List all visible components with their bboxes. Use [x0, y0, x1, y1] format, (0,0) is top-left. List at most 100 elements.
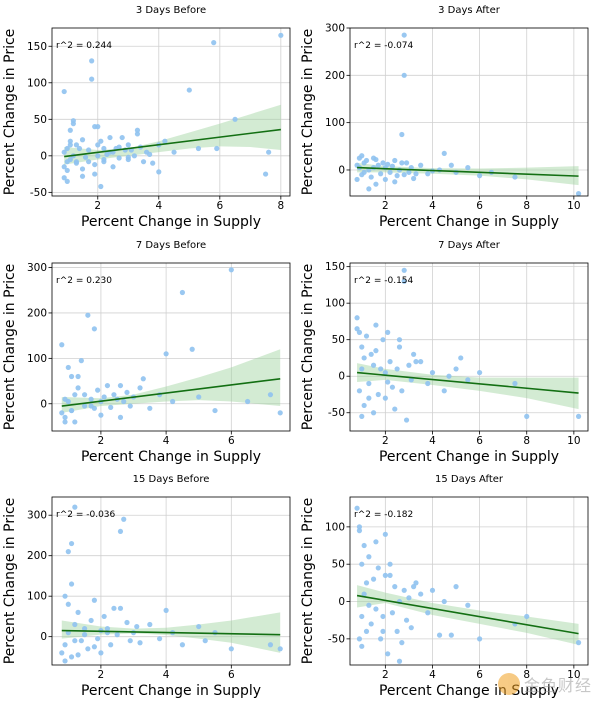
- data-point: [375, 162, 381, 168]
- data-point: [389, 163, 396, 169]
- data-point: [245, 398, 251, 405]
- y-tick-label: 0: [40, 398, 47, 410]
- data-point: [356, 524, 363, 530]
- data-point: [401, 32, 407, 38]
- data-point: [429, 369, 436, 376]
- scatter-panel-5: 2 4 6 0 100 200 300 15 Days Before Percent Chang…: [2, 474, 291, 699]
- data-point: [380, 628, 386, 635]
- data-point: [72, 621, 78, 628]
- trend-line: [357, 166, 579, 177]
- data-point: [366, 602, 372, 608]
- data-point: [401, 72, 407, 78]
- x-tick-label: 6: [228, 669, 235, 681]
- data-point: [453, 366, 459, 372]
- data-point: [91, 644, 97, 650]
- data-point: [72, 392, 78, 398]
- data-point: [524, 413, 530, 419]
- data-point: [418, 359, 424, 365]
- data-point: [79, 173, 86, 179]
- trend-line: [61, 377, 281, 407]
- data-point: [392, 406, 398, 412]
- plot-frame: [349, 496, 589, 666]
- data-point: [363, 628, 370, 635]
- y-tick-label: 150: [325, 261, 345, 273]
- data-point: [375, 565, 381, 571]
- y-tick-label: 50: [332, 559, 345, 571]
- data-point: [373, 181, 379, 187]
- data-point: [125, 142, 131, 148]
- y-axis-label: Percent Change in Price: [300, 498, 316, 665]
- data-point: [62, 642, 68, 648]
- data-point: [389, 384, 396, 390]
- y-tick-label: 200: [325, 70, 345, 82]
- data-point: [385, 329, 391, 335]
- data-point: [85, 312, 91, 318]
- panel-title: 3 Days Before: [136, 5, 206, 16]
- data-point: [354, 326, 360, 332]
- data-point: [68, 373, 75, 380]
- data-point: [382, 176, 388, 183]
- data-point: [399, 131, 405, 138]
- data-point: [91, 597, 97, 603]
- data-point: [82, 154, 89, 160]
- data-point: [82, 392, 88, 398]
- data-point: [359, 643, 365, 649]
- data-point: [101, 159, 107, 165]
- x-tick-label: 2: [382, 435, 389, 447]
- data-point: [389, 610, 396, 616]
- data-point: [211, 40, 217, 46]
- data-point: [163, 607, 169, 613]
- y-tick-label: -50: [328, 633, 345, 645]
- data-point: [363, 580, 370, 586]
- x-tick-label: 4: [429, 435, 436, 447]
- data-point: [448, 632, 454, 638]
- data-point: [134, 127, 141, 133]
- data-point: [425, 380, 431, 387]
- data-point: [62, 593, 68, 599]
- data-point: [380, 613, 386, 620]
- data-point: [403, 617, 410, 623]
- data-point: [117, 382, 124, 389]
- data-point: [359, 366, 365, 372]
- data-point: [425, 171, 431, 177]
- data-point: [64, 167, 70, 174]
- plot-frame: [349, 262, 589, 432]
- data-point: [359, 561, 365, 567]
- y-tick-label: 100: [325, 117, 345, 129]
- data-point: [72, 419, 78, 425]
- y-tick-label: -50: [328, 407, 345, 419]
- x-tick-label: 8: [523, 200, 530, 212]
- data-point: [228, 267, 234, 273]
- plot-frame: [349, 27, 589, 197]
- data-point: [116, 155, 122, 161]
- data-point: [195, 145, 202, 152]
- data-point: [575, 640, 582, 646]
- data-point: [411, 584, 417, 590]
- data-point: [477, 369, 483, 376]
- data-point: [277, 646, 283, 652]
- data-point: [78, 358, 84, 364]
- data-point: [232, 116, 238, 122]
- data-point: [278, 32, 284, 38]
- data-point: [368, 351, 374, 357]
- y-tick-label: 150: [27, 41, 47, 53]
- data-point: [403, 417, 410, 423]
- x-axis-label: Percent Change in Supply: [81, 214, 261, 230]
- data-point: [75, 373, 81, 380]
- data-point: [465, 602, 471, 608]
- data-point: [76, 145, 83, 152]
- scatter-panel-4: 2 4 6 8 10 -50 0 50 100 150 7 Days After Percent Ch…: [300, 240, 589, 465]
- y-tick-label: 300: [325, 23, 345, 35]
- data-point: [189, 346, 195, 352]
- data-point: [91, 326, 97, 332]
- y-tick-label: 100: [27, 77, 47, 89]
- data-point: [366, 395, 372, 401]
- data-point: [411, 175, 417, 182]
- data-point: [131, 153, 137, 159]
- r-squared-annotation: r^2 = 0.244: [56, 41, 112, 51]
- y-tick-label: 100: [325, 298, 345, 310]
- data-point: [95, 142, 101, 148]
- data-point: [465, 165, 471, 171]
- data-point: [59, 410, 65, 416]
